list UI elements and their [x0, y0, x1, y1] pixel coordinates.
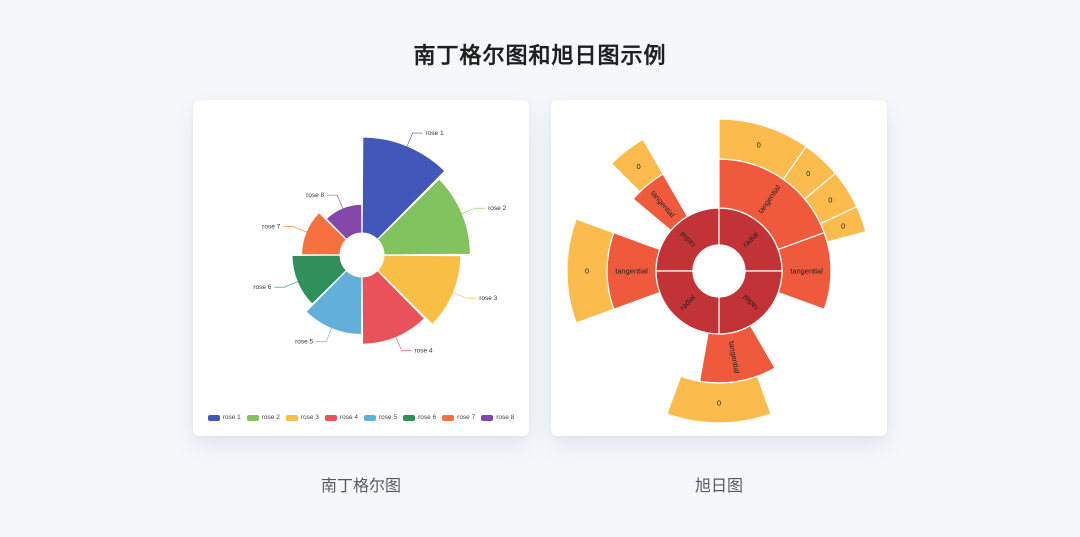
rose-leader-line: [274, 279, 302, 288]
rose-leader-line: [458, 207, 486, 216]
rose-sector-3[interactable]: [377, 254, 462, 325]
legend-item[interactable]: rose 8: [481, 414, 514, 421]
rose-sector-8[interactable]: [325, 203, 363, 240]
rose-leader-line: [449, 291, 477, 299]
rose-label: rose 3: [479, 295, 497, 302]
page-title: 南丁格尔图和旭日图示例: [413, 44, 667, 69]
rose-caption: 南丁格尔图: [320, 476, 401, 495]
rose-leader-line: [394, 333, 412, 351]
legend-swatch: [403, 414, 416, 421]
rose-label: rose 8: [306, 192, 324, 199]
rose-legend: rose 1 rose 2 rose 3 rose 4 rose 5 rose 6 rose…: [193, 414, 529, 421]
sunburst-card: radial radial radial radial tangential tangen…: [551, 100, 887, 436]
legend-swatch: [364, 414, 376, 421]
legend-label: rose 2: [261, 414, 280, 421]
legend-swatch: [442, 414, 455, 421]
legend-swatch: [324, 414, 337, 421]
legend-item[interactable]: rose 6: [403, 414, 436, 421]
legend-item[interactable]: rose 7: [442, 414, 475, 421]
legend-item[interactable]: rose 5: [364, 414, 397, 421]
sunburst-chart: radial radialradialradialtangentialtangen…: [566, 118, 867, 424]
sunburst-outer-sector[interactable]: [610, 138, 664, 193]
rose-label: rose 1: [426, 130, 444, 137]
legend-item[interactable]: rose 2: [246, 414, 280, 421]
legend-label: rose 5: [379, 414, 398, 421]
legend-swatch: [285, 414, 298, 421]
rose-label: rose 6: [253, 284, 271, 291]
sunburst-middle-sector[interactable]: [777, 231, 832, 311]
rose-leader-line: [316, 324, 334, 342]
legend-item[interactable]: rose 3: [285, 414, 319, 421]
rose-leader-line: [405, 132, 423, 150]
legend-label: rose 1: [222, 414, 241, 421]
sunburst-caption: 旭日图: [694, 476, 743, 495]
sunburst-outer-sector[interactable]: [819, 205, 867, 243]
sunburst-outer-label: 0: [806, 169, 810, 178]
legend-label: rose 7: [457, 414, 476, 421]
sunburst-outer-label: 0: [841, 221, 845, 230]
legend-swatch: [481, 414, 494, 421]
rose-sector-6[interactable]: [291, 254, 347, 305]
legend-item[interactable]: rose 4: [324, 414, 358, 421]
rose-sector-7[interactable]: [301, 212, 347, 256]
legend-swatch: [246, 414, 259, 421]
rose-sector-4[interactable]: [361, 270, 426, 345]
nightingale-rose-chart: rose 1 rose 2 rose 3 rose 4 rose 5 rose 6 rose…: [253, 130, 506, 354]
rose-sector-1[interactable]: [361, 136, 446, 240]
sunburst-inner-sector[interactable]: [655, 207, 720, 272]
legend-label: rose 3: [300, 414, 319, 421]
sunburst-outer-label: 0: [585, 267, 589, 276]
sunburst-outer-label: 0: [717, 399, 721, 408]
legend-label: rose 8: [496, 414, 515, 421]
rose-label: rose 7: [262, 224, 280, 231]
nightingale-rose-card: rose 1 rose 2 rose 3 rose 4 rose 5 rose 6 rose…: [193, 100, 529, 436]
legend-label: rose 6: [418, 414, 437, 421]
sunburst-outer-label: 0: [637, 162, 641, 171]
rose-label: rose 2: [488, 205, 506, 212]
rose-leader-line: [327, 194, 345, 212]
rose-sector-2[interactable]: [377, 178, 471, 256]
rose-leader-line: [283, 226, 311, 234]
sunburst-outer-sector[interactable]: [666, 375, 772, 424]
sunburst-middle-label: tangential: [615, 267, 648, 276]
sunburst-middle-label: tangential: [790, 267, 823, 276]
legend-item[interactable]: rose 1: [207, 414, 241, 421]
rose-sector-5[interactable]: [305, 270, 363, 336]
legend-label: rose 4: [339, 414, 358, 421]
rose-label: rose 5: [295, 338, 313, 345]
legend-swatch: [207, 414, 220, 421]
rose-label: rose 4: [414, 347, 432, 354]
sunburst-outer-label: 0: [828, 196, 832, 205]
sunburst-outer-label: 0: [757, 141, 761, 150]
sunburst-outer-sector[interactable]: [566, 218, 615, 324]
